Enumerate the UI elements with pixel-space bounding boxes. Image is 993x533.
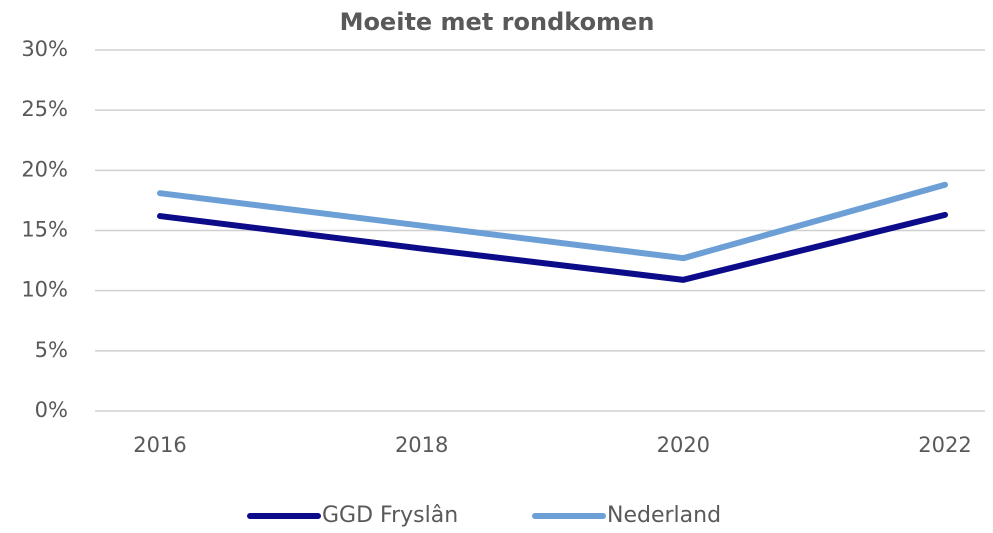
x-tick-label: 2022 bbox=[918, 433, 971, 457]
x-tick-label: 2018 bbox=[395, 433, 448, 457]
x-tick-label: 2016 bbox=[133, 433, 186, 457]
legend-label: GGD Fryslân bbox=[322, 503, 458, 528]
x-tick-label: 2020 bbox=[657, 433, 710, 457]
y-tick-label: 20% bbox=[21, 157, 68, 181]
y-tick-label: 5% bbox=[35, 338, 68, 362]
y-tick-label: 25% bbox=[21, 97, 68, 121]
series-line bbox=[157, 181, 948, 262]
chart-title: Moeite met rondkomen bbox=[340, 8, 655, 36]
y-tick-label: 0% bbox=[35, 398, 68, 422]
y-tick-label: 10% bbox=[21, 278, 68, 302]
y-tick-label: 30% bbox=[21, 37, 68, 61]
y-tick-label: 15% bbox=[21, 218, 68, 242]
legend-label: Nederland bbox=[607, 503, 721, 528]
series-line bbox=[157, 211, 948, 283]
